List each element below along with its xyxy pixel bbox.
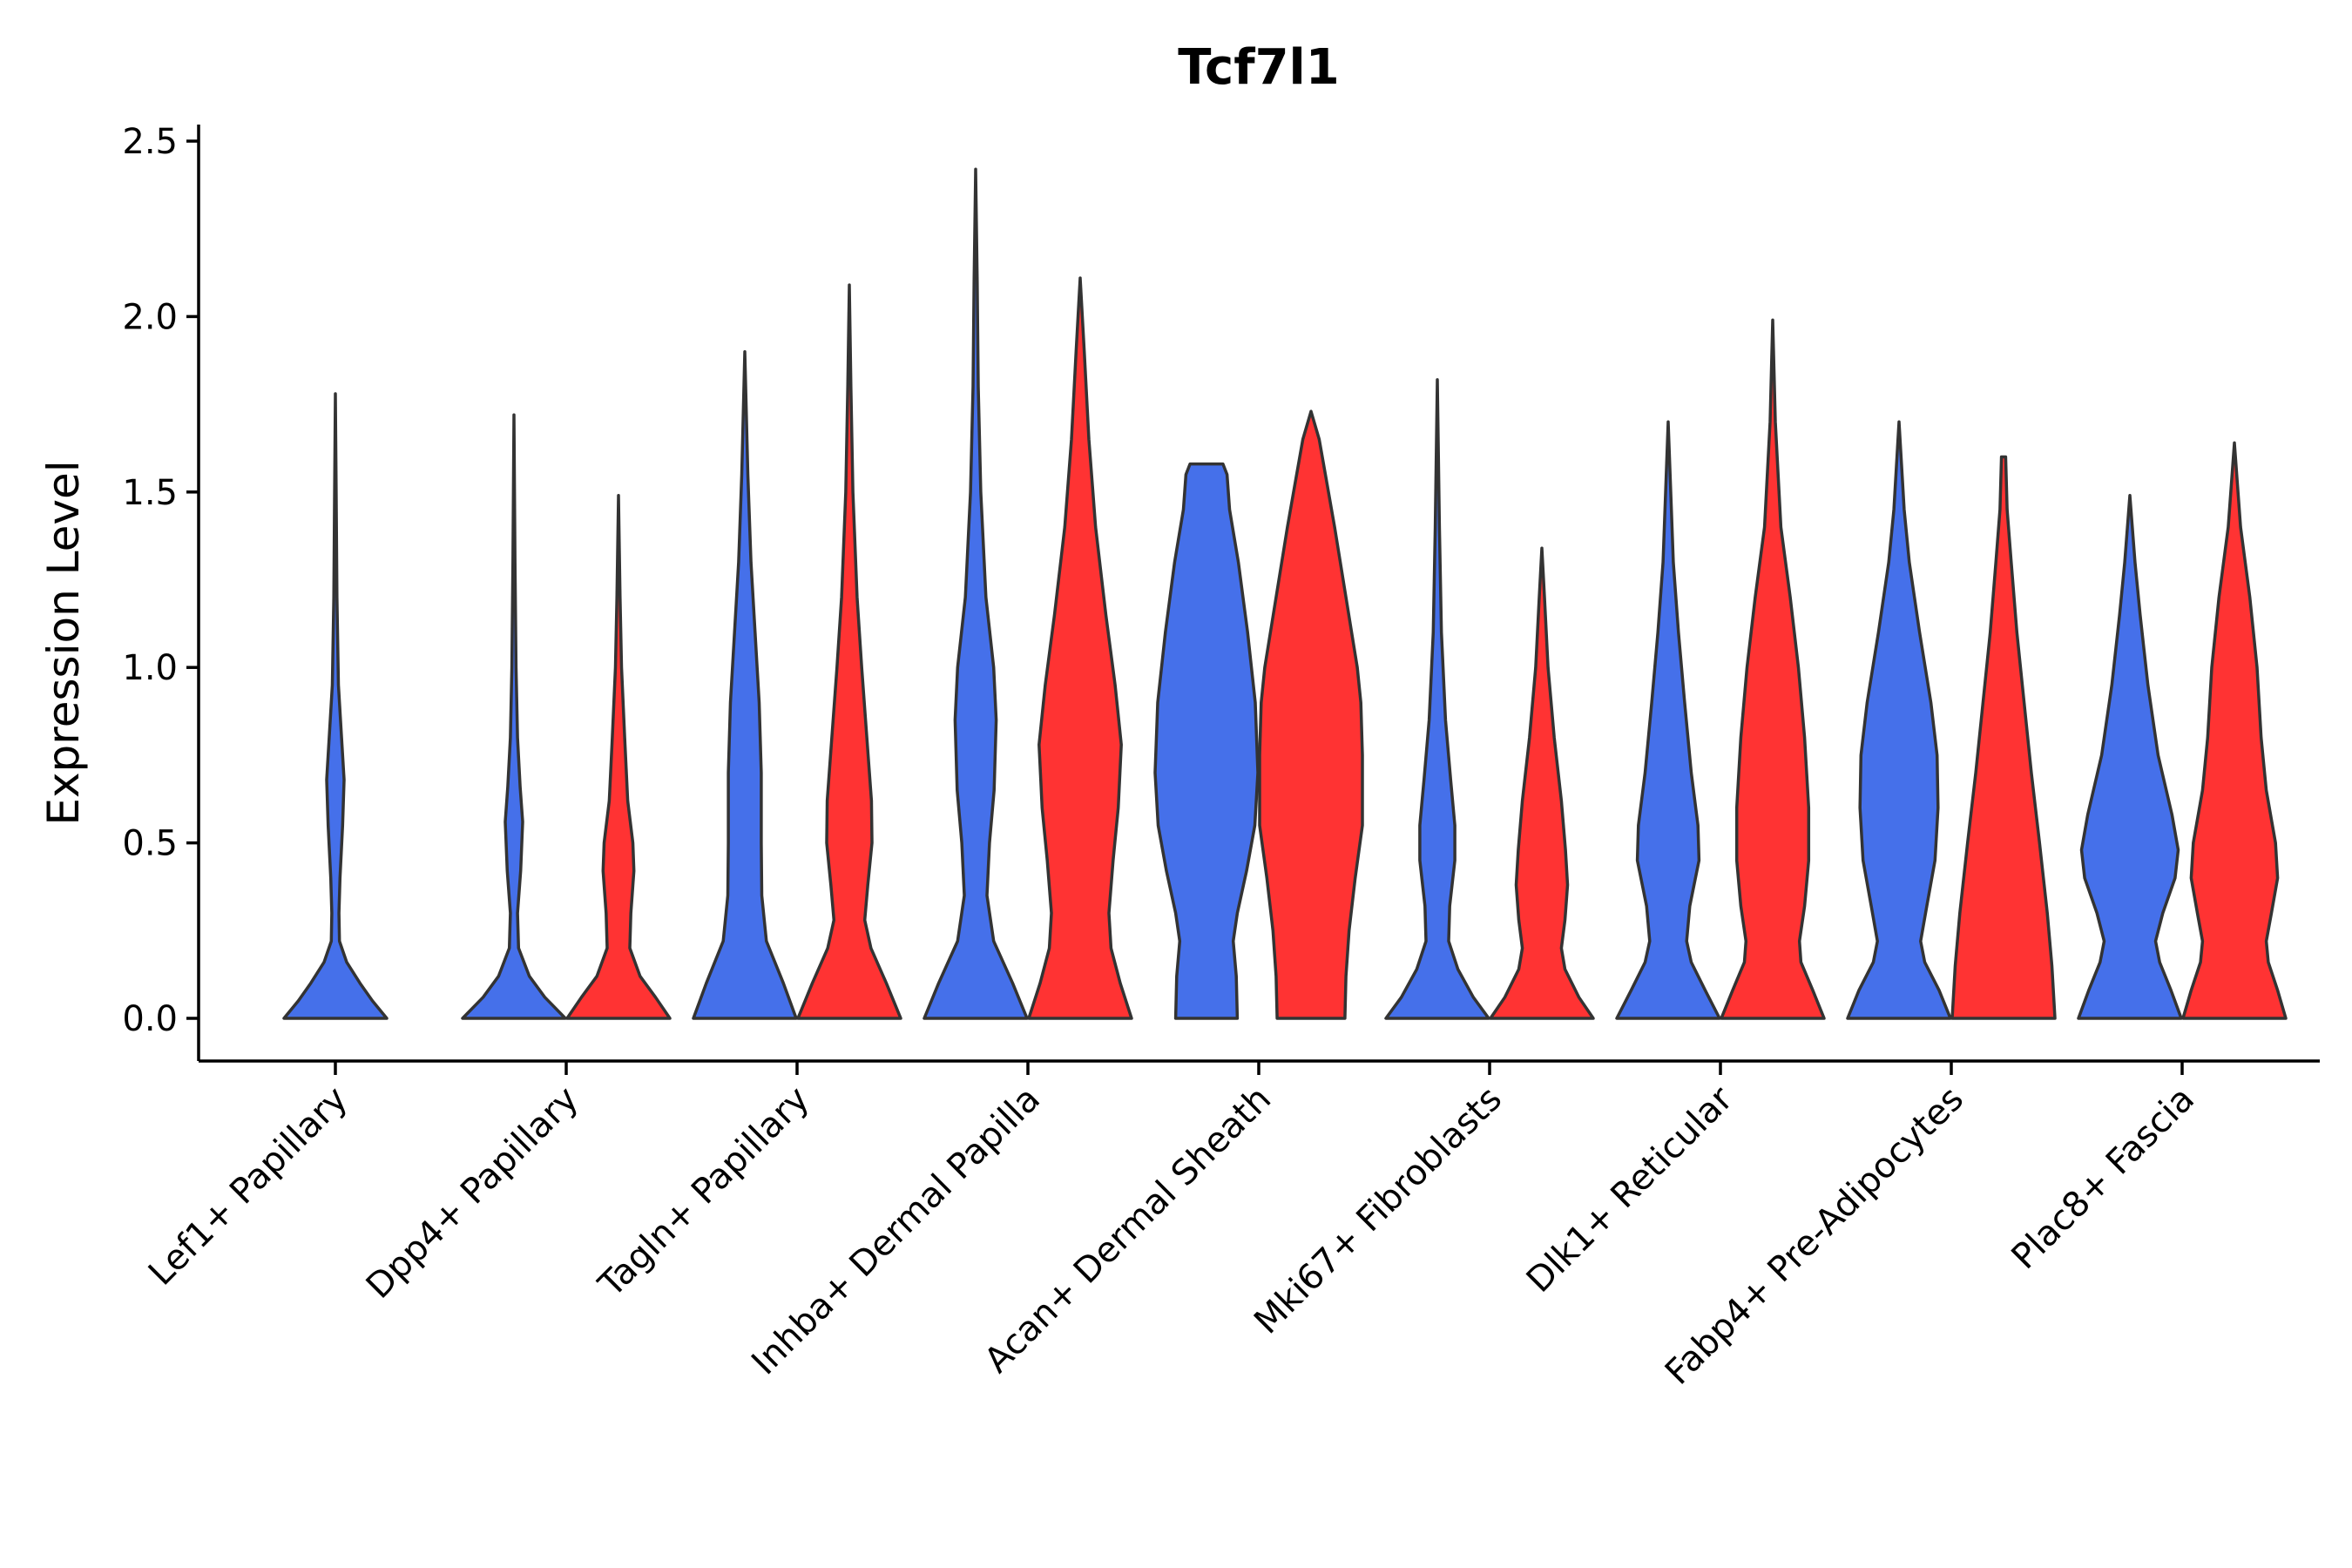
violin-group2 <box>796 283 902 1020</box>
x-tick-label: Dlk1+ Reticular <box>1519 1078 1741 1301</box>
violin-group <box>282 167 2288 1020</box>
chart-title: Tcf7l1 <box>1178 39 1339 96</box>
x-tick-label: Dpp4+ Papillary <box>359 1079 586 1307</box>
violin-group2 <box>1489 546 1595 1020</box>
violin-group2 <box>2181 441 2288 1020</box>
violin-group1 <box>461 413 567 1020</box>
y-axis-ticks: 0.0 0.5 1.0 1.5 2.0 2.5 <box>122 122 199 1039</box>
x-tick-label: Tagln+ Papillary <box>591 1079 817 1306</box>
violin-group2 <box>1258 409 1364 1020</box>
violin-group1 <box>692 349 798 1020</box>
y-tick-label: 2.0 <box>122 297 178 337</box>
x-tick-label: Lef1+ Papillary <box>141 1079 355 1294</box>
violin-group1 <box>923 167 1029 1020</box>
violin-group1 <box>2077 494 2183 1020</box>
y-tick-label: 0.0 <box>122 999 178 1039</box>
violin-group1 <box>1846 420 1952 1020</box>
y-axis-label: Expression Level <box>38 460 89 825</box>
x-axis-ticks: Lef1+ Papillary Dpp4+ Papillary Tagln+ Pap… <box>141 1061 2202 1393</box>
violin-group1 <box>1615 420 1721 1020</box>
violin-group1 <box>282 392 389 1020</box>
x-tick-label: Mki67+ Fibroblasts <box>1247 1079 1510 1342</box>
violin-group2 <box>1720 318 1826 1020</box>
violin-group2 <box>565 494 672 1020</box>
y-tick-label: 0.5 <box>122 824 178 864</box>
violin-group1 <box>1384 378 1490 1020</box>
y-tick-label: 1.5 <box>122 473 178 513</box>
y-tick-label: 2.5 <box>122 122 178 162</box>
y-tick-label: 1.0 <box>122 648 178 688</box>
violin-group1 <box>1153 462 1260 1020</box>
violin-group2 <box>1950 455 2057 1020</box>
x-tick-label: Plac8+ Fascia <box>2004 1079 2203 1278</box>
violin-group2 <box>1027 276 1133 1020</box>
